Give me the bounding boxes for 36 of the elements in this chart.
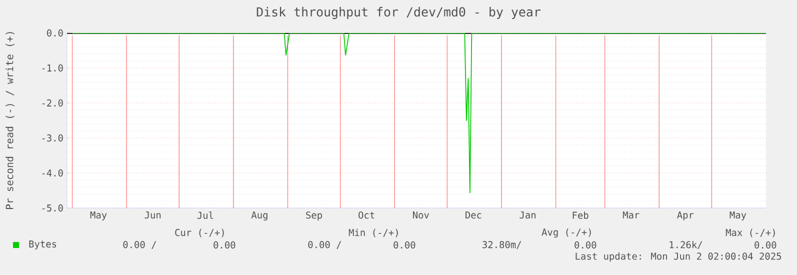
text: Avg (-/+)	[542, 228, 591, 238]
text: 0.00	[754, 241, 776, 249]
text: 0.00	[214, 241, 236, 249]
y-tick-label: -1.0	[42, 64, 63, 72]
x-tick-label: Jul	[197, 212, 214, 219]
text: Max (-/+)	[726, 228, 775, 238]
x-tick-label: Oct	[358, 212, 374, 219]
x-tick-label: May	[730, 212, 746, 220]
text: 1.26k/	[670, 240, 702, 250]
x-tick-label: May	[90, 212, 107, 220]
x-tick-label: Jan	[520, 212, 536, 219]
text: Min (-/+)	[348, 228, 398, 238]
text: Last update: Mon Jun 2 02:00:04 2025	[576, 252, 782, 262]
text: 0.00 /	[123, 241, 156, 249]
line-series	[72, 33, 766, 194]
chart-title: Disk throughput for /dev/md0 - by year	[256, 6, 540, 20]
y-tick-label: -5.0	[42, 204, 63, 212]
text: 0.00 /	[308, 241, 342, 249]
x-tick-label: Feb	[572, 212, 588, 219]
text: Cur (-/+)	[175, 228, 224, 238]
x-tick-label: Sep	[306, 212, 322, 221]
y-tick-label: 0.0	[47, 29, 63, 37]
text: 0.00	[394, 241, 416, 249]
text: 32.80m/	[482, 241, 522, 249]
x-tick-label: Aug	[251, 212, 268, 220]
y-tick-label: -4.0	[42, 169, 63, 177]
x-tick-label: Jun	[144, 212, 161, 219]
y-axis-title: Pr second read (-) / write (+)	[6, 32, 14, 210]
x-tick-label: Nov	[412, 212, 429, 219]
y-tick-label: -3.0	[42, 134, 63, 142]
text: 0.00	[574, 241, 596, 249]
x-tick-label: Mar	[622, 212, 640, 219]
x-tick-label: Dec	[466, 212, 482, 219]
legend-label: Bytes	[29, 240, 56, 250]
y-tick-label: -2.0	[42, 99, 63, 107]
x-tick-label: Apr	[677, 212, 694, 220]
